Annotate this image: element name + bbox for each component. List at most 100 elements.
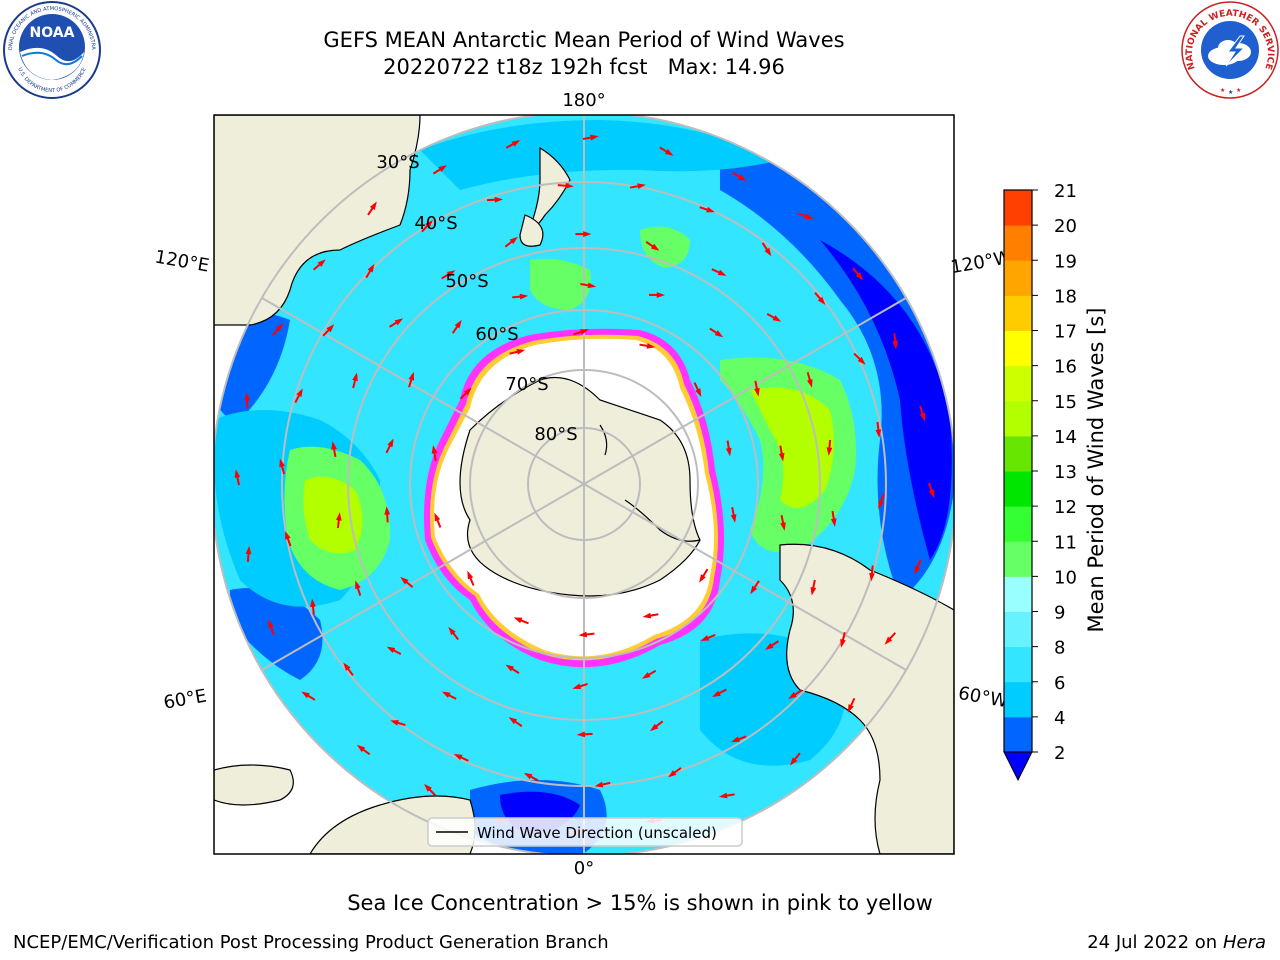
wave-direction-arrowhead: [301, 691, 310, 699]
graticule: [214, 115, 954, 854]
wave-direction-arrowhead: [268, 619, 274, 629]
wave-direction-arrowhead: [789, 757, 798, 766]
wave-direction-arrowhead: [637, 183, 646, 190]
wave-period-band-mid: [420, 120, 780, 190]
noaa-logo-text: NOAA: [30, 25, 75, 41]
colorbar-tick-label: 19: [1054, 251, 1077, 272]
wave-direction-arrowhead: [804, 213, 814, 219]
lon-label-60e: 60°E: [162, 685, 208, 713]
wave-direction-arrowhead: [778, 452, 785, 462]
wave-direction-arrowhead: [730, 514, 737, 523]
wave-direction-arrowhead: [508, 717, 518, 725]
wave-direction-arrowhead: [387, 438, 394, 448]
antarctic-peninsula-outline: [624, 499, 701, 542]
wave-direction-arrowhead: [275, 323, 284, 332]
wave-direction-arrowhead: [764, 247, 772, 257]
wave-direction-arrowhead: [706, 206, 715, 213]
colorbar-bin: [1004, 506, 1032, 542]
wave-direction-arrowhead: [519, 293, 529, 300]
wave-direction-arrowhead: [317, 259, 326, 267]
wave-direction-arrowhead: [840, 639, 846, 648]
wave-direction-arrowhead: [565, 182, 574, 189]
wave-direction-arrowhead: [878, 500, 884, 510]
wave-direction-arrowhead: [699, 574, 706, 583]
colorbar-bin: [1004, 260, 1032, 296]
wave-direction-arrowhead: [523, 772, 533, 780]
colorbar-tick-label: 2: [1054, 743, 1065, 764]
wave-direction-arrowhead: [587, 282, 597, 289]
wave-direction-arrowhead: [454, 319, 462, 329]
wave-direction-arrowhead: [700, 635, 710, 641]
wave-direction-arrowhead: [386, 646, 396, 654]
lat-label-40s: 40°S: [414, 213, 457, 234]
ross-ice-shelf-outline: [599, 424, 608, 456]
lat-label-80s: 80°S: [534, 424, 577, 445]
wave-direction-arrowhead: [326, 324, 335, 333]
wave-direction-arrowhead: [857, 356, 866, 365]
wave-direction-arrowhead: [434, 512, 441, 522]
colorbar-tick-label: 4: [1054, 708, 1065, 729]
colorbar-bin: [1004, 646, 1032, 683]
wave-period-high-tasman: [530, 258, 591, 310]
wave-direction-arrowhead: [914, 565, 921, 575]
wave-direction-arrowhead: [590, 134, 599, 141]
wave-direction-arrowhead: [656, 292, 666, 298]
lon-label-120e: 120°E: [153, 246, 211, 276]
wave-direction-arrowhead: [453, 753, 463, 761]
map-subtitle: 20220722 t18z 192h fcst Max: 14.96: [383, 55, 785, 79]
wave-direction-arrowhead: [384, 506, 391, 515]
wave-direction-arrowhead: [750, 585, 758, 595]
svg-text:★: ★: [1220, 87, 1225, 94]
noaa-logo: NATIONAL OCEANIC AND ATMOSPHERIC ADMINIS…: [2, 0, 101, 99]
colorbar-bin: [1004, 681, 1032, 718]
colorbar-tick-label: 8: [1054, 638, 1065, 659]
wave-direction-arrowhead: [505, 664, 515, 672]
colorbar-tick-label: 15: [1054, 392, 1077, 413]
wave-direction-arrowhead: [830, 518, 837, 527]
colorbar-bin: [1004, 611, 1032, 648]
wave-direction-arrowhead: [511, 140, 521, 147]
wave-direction-arrowhead: [875, 429, 882, 438]
wave-direction-arrowhead: [408, 371, 415, 381]
wave-direction-arrowhead: [494, 196, 504, 203]
wave-direction-arrowhead: [718, 792, 728, 799]
wave-direction-arrowhead: [576, 731, 586, 738]
nws-logo: NATIONAL WEATHER SERVICE ★ ★ ★: [1181, 1, 1279, 99]
wave-direction-arrowhead: [513, 617, 523, 624]
colorbar-tick-label: 6: [1054, 673, 1065, 694]
wave-direction-arrowhead: [234, 469, 241, 479]
lon-label-180: 180°: [562, 90, 605, 111]
wave-direction-arrowhead: [285, 530, 291, 540]
wave-direction-arrowhead: [892, 340, 899, 350]
wave-direction-arrowhead: [714, 330, 724, 338]
wave-direction-arrowhead: [650, 723, 659, 732]
wave-direction-arrowhead: [869, 572, 875, 582]
map-title: GEFS MEAN Antarctic Mean Period of Wind …: [323, 28, 845, 52]
wave-direction-arrowhead: [369, 201, 377, 211]
wave-direction-arrowhead: [737, 174, 747, 181]
wave-direction-arrowhead: [884, 636, 893, 645]
wave-direction-arrowhead: [806, 379, 813, 388]
wave-direction-arrowhead: [335, 512, 342, 521]
lon-label-0: 0°: [574, 858, 594, 879]
colorbar-bin: [1004, 365, 1032, 402]
wave-direction-arrowhead: [817, 296, 826, 305]
wave-direction-arrowhead: [356, 744, 366, 753]
lat-label-70s: 70°S: [505, 374, 548, 395]
wave-direction-arrowhead: [516, 349, 526, 355]
colorbar-tick-label: 12: [1054, 497, 1077, 518]
colorbar: 2 4 6 8 9 10 11 12 13 14 15 16 17 18 19 20 21: [1003, 181, 1077, 782]
wave-direction-arrowhead: [717, 269, 727, 276]
lat-label-60s: 60°S: [475, 324, 518, 345]
wave-direction-arrowhead: [310, 598, 316, 608]
wave-direction-arrowhead: [765, 642, 774, 650]
wave-direction-arrowhead: [448, 626, 456, 636]
wave-direction-arrowhead: [331, 441, 337, 450]
wave-direction-arrowhead: [390, 720, 399, 726]
colorbar-bin: [1004, 435, 1032, 472]
wave-direction-arrowhead: [772, 315, 782, 322]
run-host: Hera: [1222, 932, 1266, 953]
wave-direction-arrowhead: [847, 704, 854, 713]
colorbar-bin: [1004, 190, 1032, 226]
wave-direction-arrowhead: [668, 770, 677, 778]
